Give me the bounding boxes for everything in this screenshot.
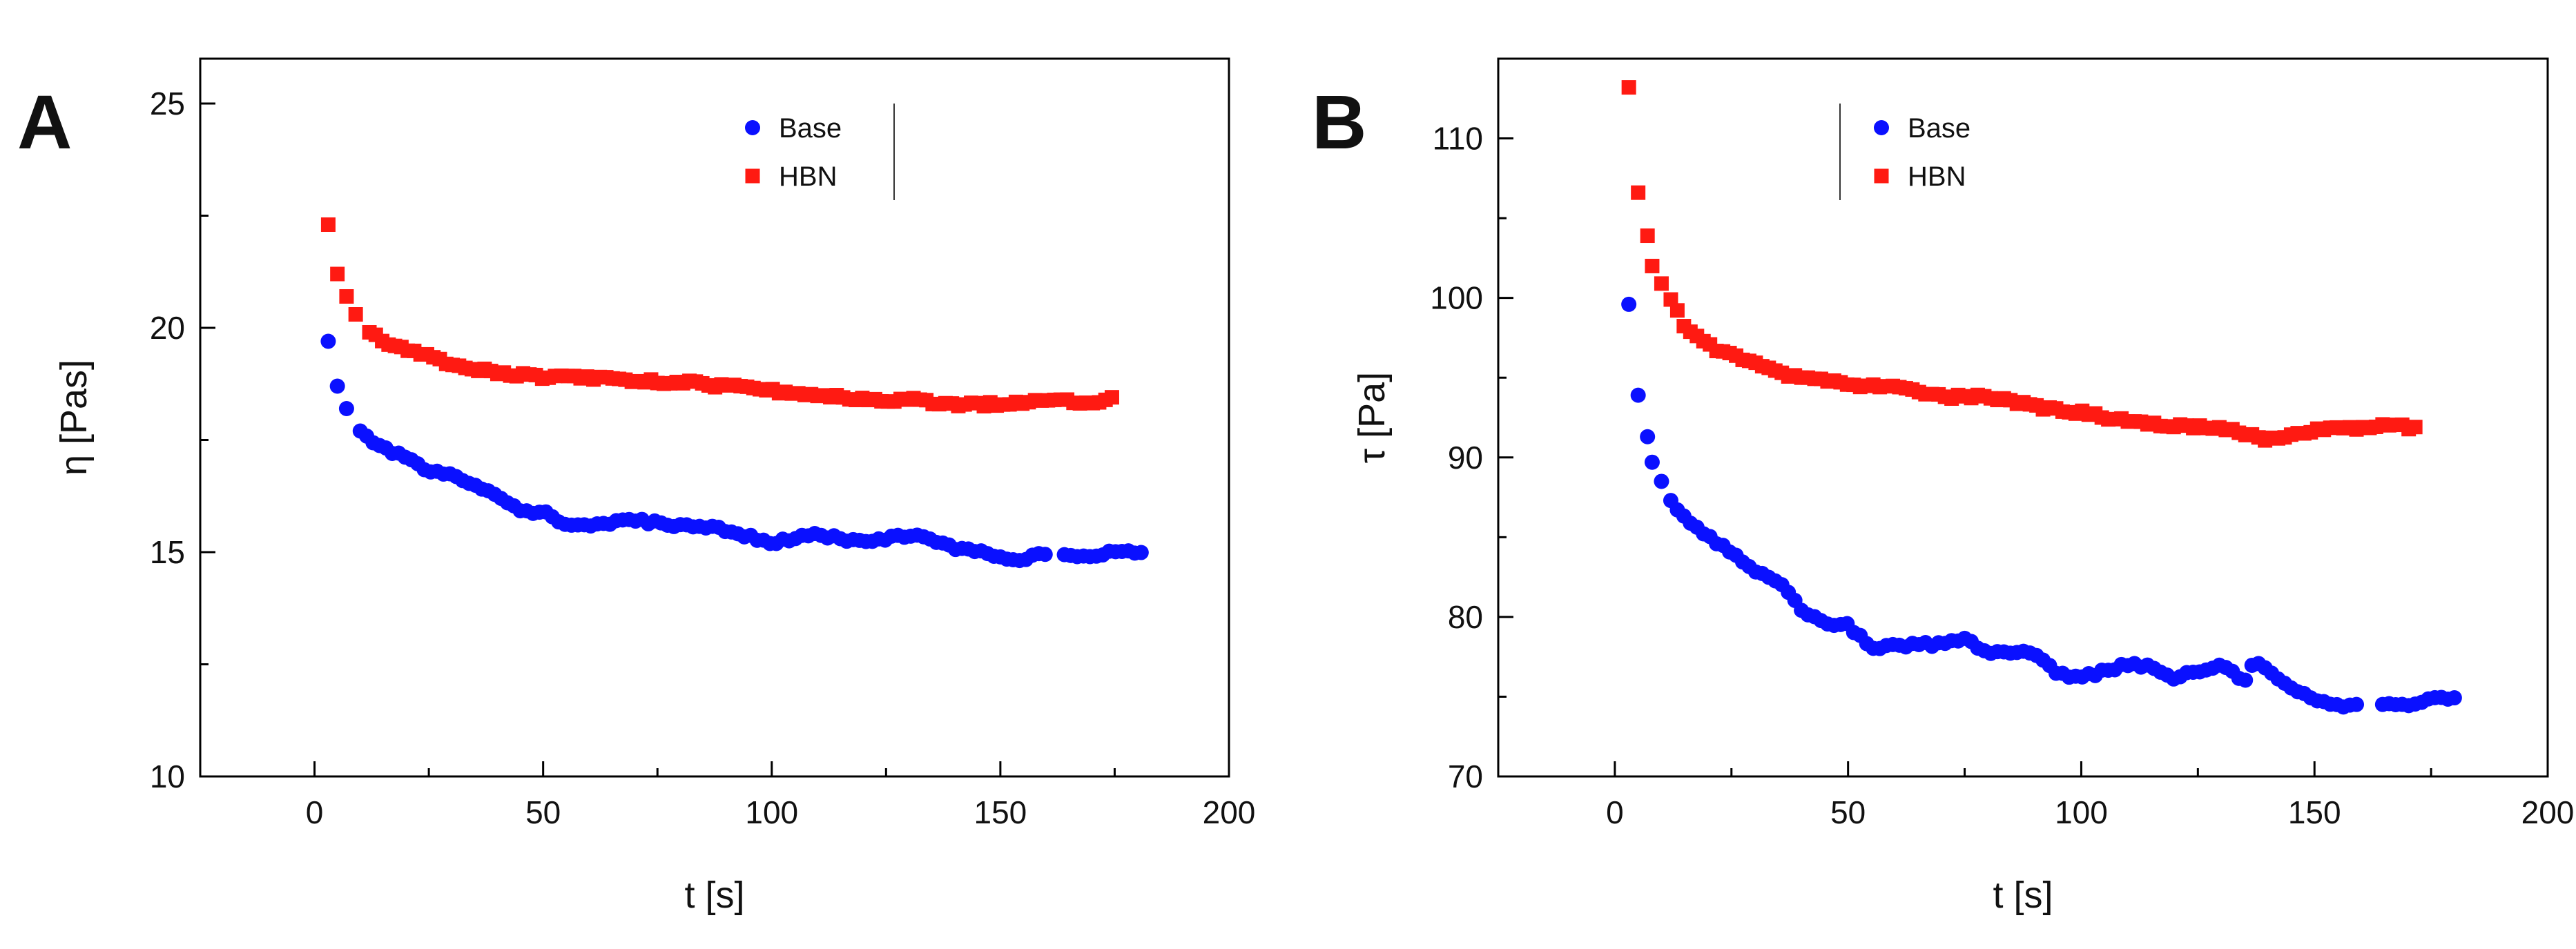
data-point xyxy=(2238,672,2254,688)
data-point xyxy=(330,266,345,282)
data-point xyxy=(320,217,336,232)
legend-label: HBN xyxy=(779,162,837,192)
legend-label: HBN xyxy=(1908,162,1966,192)
x-tick-label: 150 xyxy=(974,794,1027,830)
data-point xyxy=(1621,296,1637,312)
data-point xyxy=(1663,292,1678,307)
y-tick-label: 90 xyxy=(1448,440,1483,476)
data-point xyxy=(2446,690,2462,706)
data-point xyxy=(1654,473,1669,489)
y-tick-label: 15 xyxy=(150,534,185,570)
data-point xyxy=(1654,276,1669,291)
x-axis-title: t [s] xyxy=(1993,874,2053,916)
series-hbn xyxy=(320,217,1119,414)
x-tick-label: 50 xyxy=(1830,794,1866,830)
data-point xyxy=(339,289,354,304)
series-base xyxy=(320,333,1149,569)
data-point xyxy=(1640,228,1655,244)
y-tick-label: 25 xyxy=(150,86,185,121)
x-tick-label: 150 xyxy=(2288,794,2341,830)
data-point xyxy=(1669,303,1685,318)
data-point xyxy=(2408,420,2423,435)
x-tick-label: 200 xyxy=(1203,794,1256,830)
x-tick-label: 50 xyxy=(525,794,561,830)
y-tick-label: 70 xyxy=(1448,759,1483,794)
x-tick-label: 0 xyxy=(1606,794,1624,830)
data-point xyxy=(348,307,363,322)
panel-letter: A xyxy=(17,80,72,165)
y-tick-label: 20 xyxy=(150,310,185,346)
y-axis-title: τ [Pa] xyxy=(1351,372,1393,463)
x-tick-label: 100 xyxy=(2055,794,2108,830)
series-hbn xyxy=(1621,80,2423,448)
x-tick-label: 0 xyxy=(306,794,324,830)
legend-label: Base xyxy=(779,113,842,144)
legend-marker xyxy=(745,120,760,135)
legend-marker xyxy=(1874,120,1889,135)
panel-b: B 0 50 100 150 200 70 80 90 100 110 t [s] τ [Pa] Base… xyxy=(1312,57,2575,916)
data-point xyxy=(320,333,336,349)
data-point xyxy=(1630,387,1646,403)
data-point xyxy=(329,378,345,394)
y-tick-label: 80 xyxy=(1448,599,1483,635)
series-base xyxy=(1621,296,2462,715)
data-point xyxy=(1644,454,1660,470)
legend: Base HBN xyxy=(1839,104,1970,200)
data-point xyxy=(1631,185,1646,200)
data-point xyxy=(1640,429,1656,444)
x-axis-title: t [s] xyxy=(684,874,744,916)
y-tick-label: 100 xyxy=(1430,280,1483,316)
data-point xyxy=(1133,545,1149,560)
y-axis-title: η [Pas] xyxy=(53,360,95,476)
data-point xyxy=(2349,696,2365,712)
panel-letter: B xyxy=(1312,80,1366,165)
legend-marker xyxy=(1874,168,1889,184)
data-point xyxy=(338,401,354,416)
plot-frame xyxy=(199,57,1230,778)
legend-label: Base xyxy=(1908,113,1970,144)
legend-marker xyxy=(745,168,760,184)
y-tick-label: 10 xyxy=(150,759,185,794)
x-tick-label: 200 xyxy=(2521,794,2575,830)
y-tick-label: 110 xyxy=(1433,121,1483,157)
legend: Base HBN xyxy=(745,104,895,200)
data-point xyxy=(1621,80,1636,95)
data-point xyxy=(1104,390,1119,405)
panel-a: A 0 50 100 150 200 10 15 20 25 t [s] η [Pas] Base HBN xyxy=(17,57,1256,916)
data-point xyxy=(1645,258,1660,273)
data-point xyxy=(1037,547,1053,562)
x-tick-label: 100 xyxy=(745,794,798,830)
plot-frame xyxy=(1497,57,2549,778)
